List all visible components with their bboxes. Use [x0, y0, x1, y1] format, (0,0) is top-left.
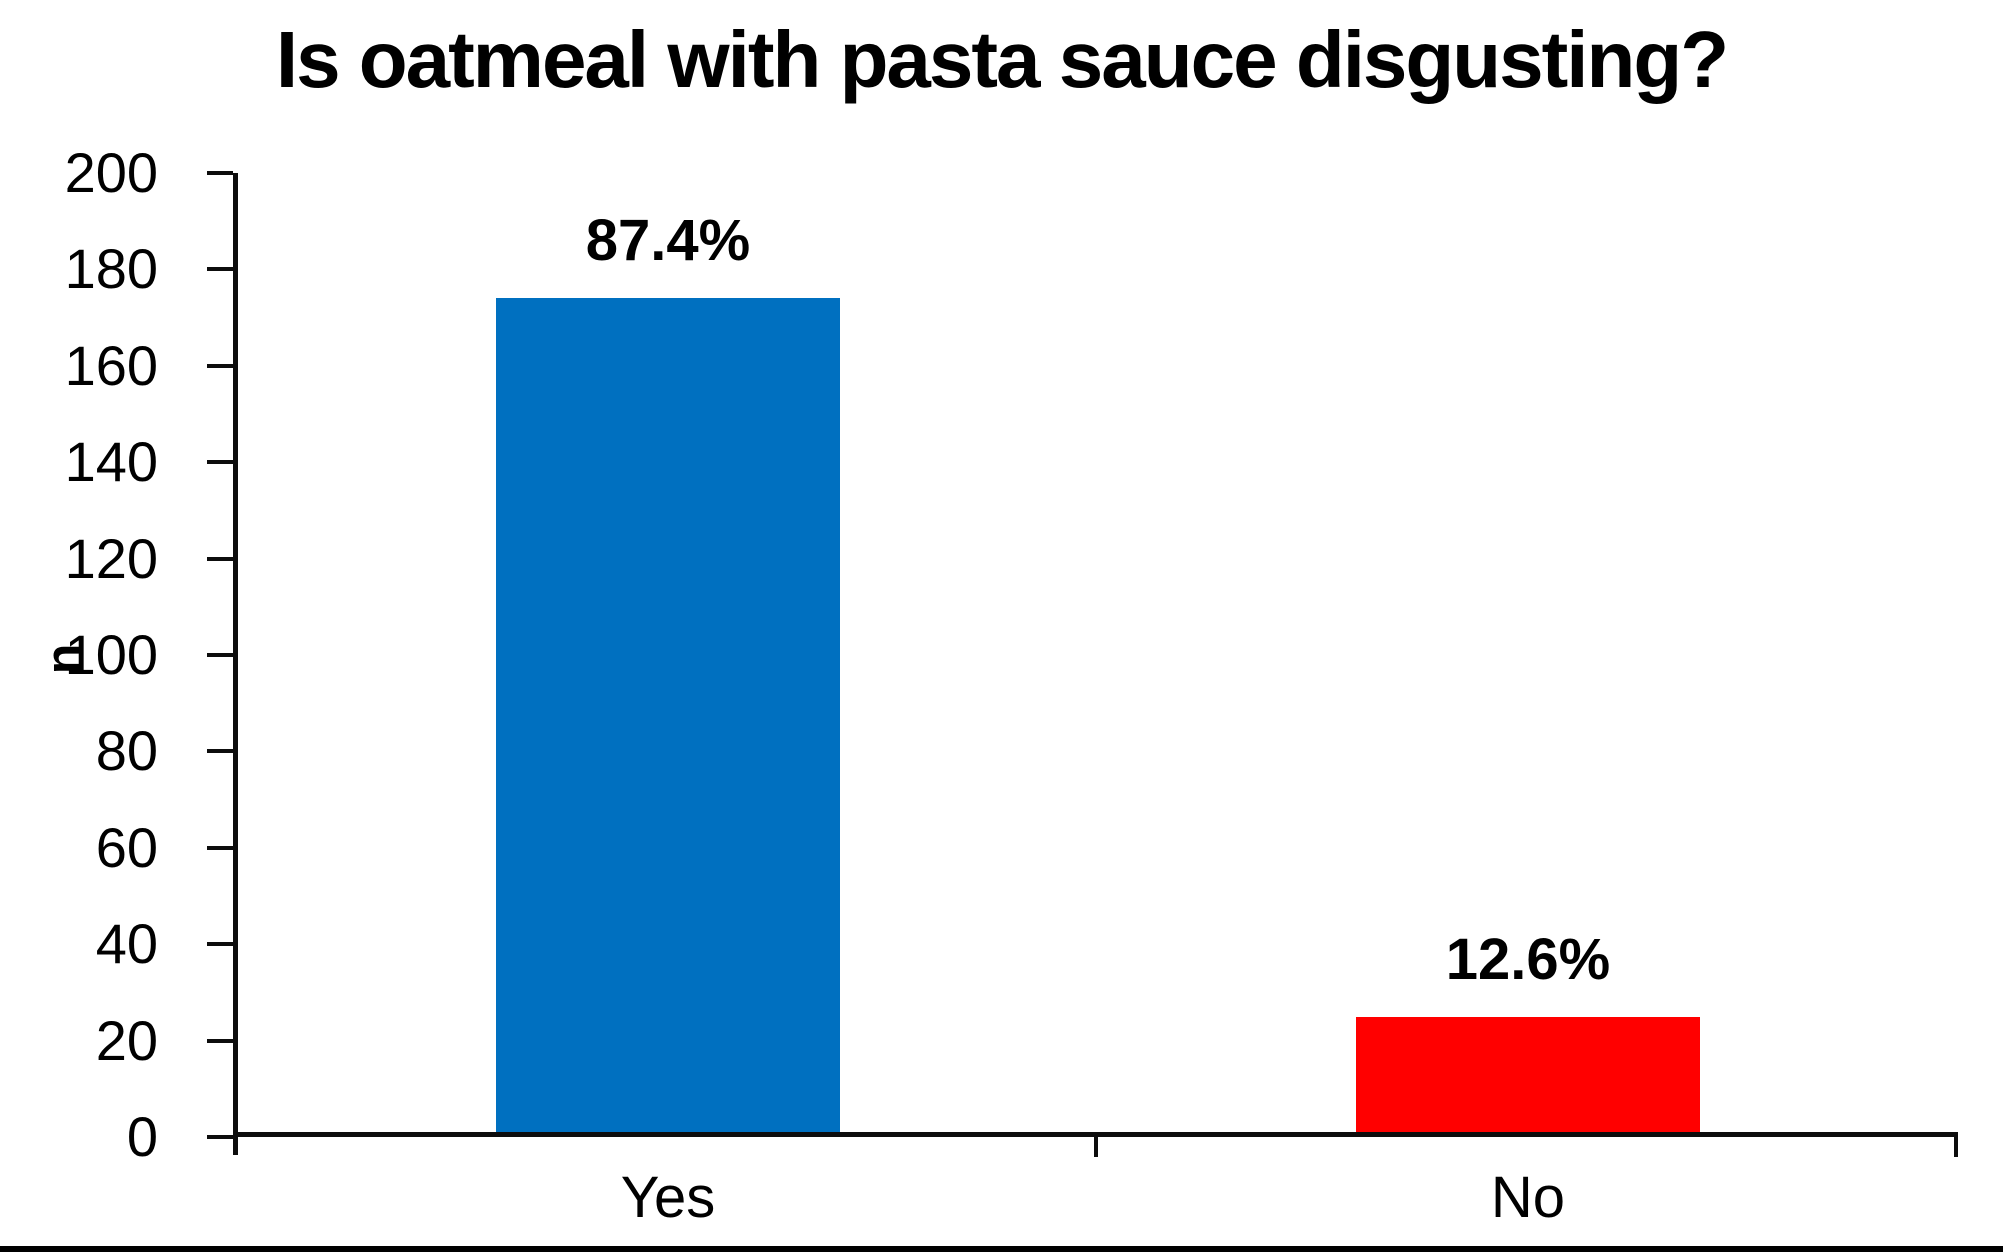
- y-tick-mark: [207, 942, 233, 947]
- slide-bottom-rule: [0, 1246, 2003, 1252]
- y-tick-label: 100: [64, 623, 158, 686]
- bar-value-label: 12.6%: [1445, 926, 1611, 992]
- bar-no: [1356, 1016, 1700, 1132]
- y-tick-mark: [207, 749, 233, 754]
- y-tick-label: 40: [95, 912, 158, 976]
- y-tick-mark: [207, 363, 233, 368]
- x-tick-mark: [1954, 1137, 1958, 1157]
- y-tick-label: 120: [64, 526, 158, 590]
- y-tick-mark: [207, 171, 233, 175]
- y-tick-label: 80: [95, 719, 158, 783]
- y-tick-mark: [207, 845, 233, 850]
- y-tick-label: 200: [64, 141, 158, 204]
- chart-title: Is oatmeal with pasta sauce disgusting?: [275, 15, 1729, 104]
- y-tick-mark: [207, 1135, 233, 1139]
- y-tick-label: 140: [64, 430, 158, 494]
- y-tick-mark: [207, 267, 233, 272]
- x-tick-mark: [1094, 1137, 1098, 1157]
- y-tick-mark: [207, 653, 233, 657]
- y-tick-mark: [207, 556, 233, 561]
- x-axis-line: [233, 1132, 1958, 1137]
- y-tick-mark: [207, 460, 233, 465]
- y-tick-label: 60: [95, 815, 158, 879]
- x-category-label: No: [1490, 1165, 1566, 1230]
- y-tick-label: 160: [64, 333, 158, 397]
- bar-value-label: 87.4%: [585, 208, 751, 274]
- x-category-label: Yes: [620, 1165, 716, 1230]
- y-tick-mark: [207, 1038, 233, 1043]
- y-tick-label: 0: [126, 1105, 158, 1168]
- y-axis-line: [233, 173, 238, 1155]
- y-tick-label: 20: [95, 1008, 158, 1072]
- y-tick-label: 180: [64, 237, 158, 301]
- bar-yes: [496, 298, 840, 1132]
